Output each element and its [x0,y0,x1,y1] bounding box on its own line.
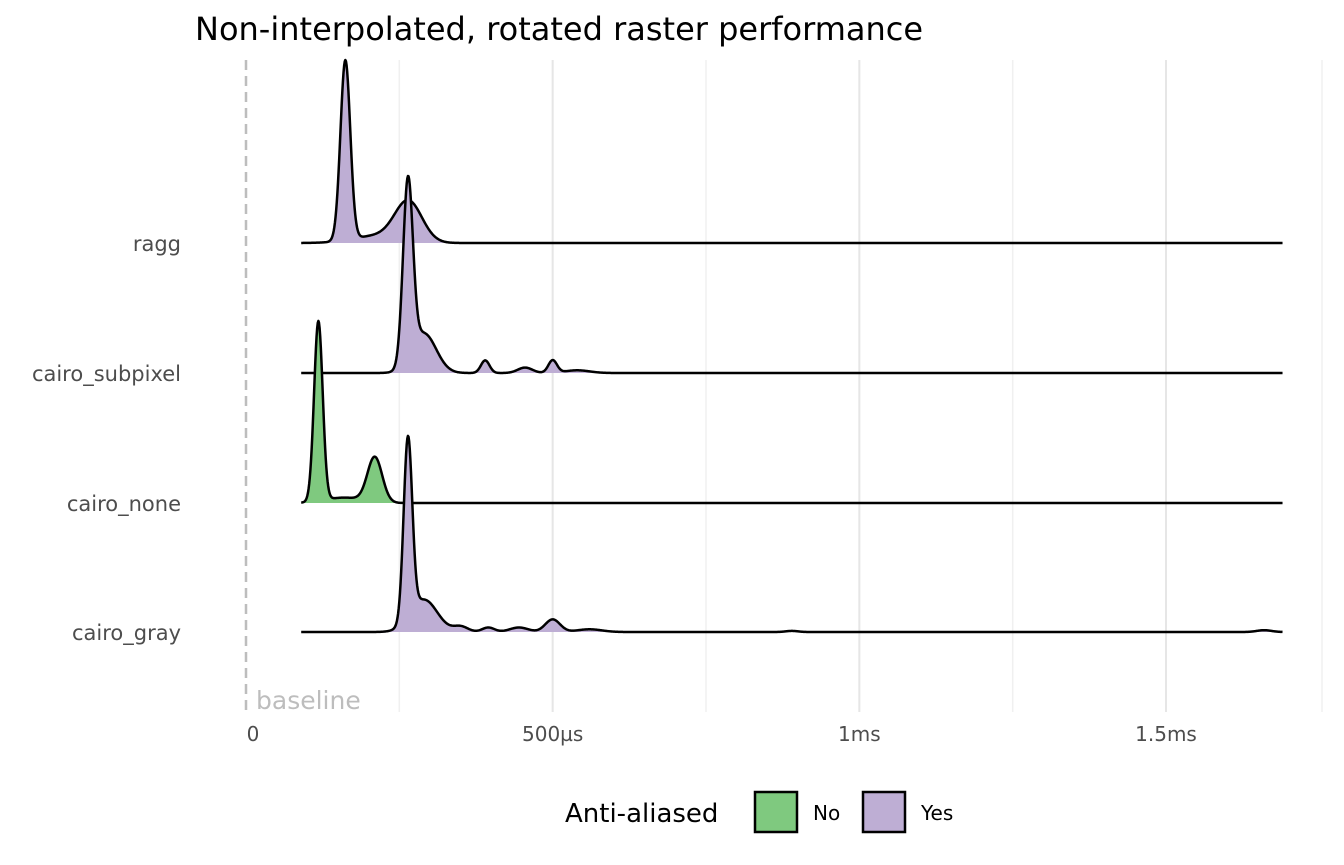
legend-title: Anti-aliased [565,799,718,829]
x-tick-label: 1ms [838,722,881,746]
ridges [300,58,1284,634]
baseline-marker: baseline [244,60,361,715]
ridge-cairo_none [300,319,1284,505]
legend: Anti-aliased No Yes [565,790,953,834]
ridge-fill-cairo_none [303,320,397,503]
ridge-line-ragg [300,58,1284,245]
ridge-line-cairo_none [300,319,1284,505]
x-tick-label: 0 [247,722,260,746]
x-tick-label: 1.5ms [1135,722,1197,746]
baseline-label: baseline [256,686,361,715]
category-label-ragg: ragg [133,232,181,256]
legend-label-no: No [813,801,840,825]
ridge-ragg [300,58,1284,245]
grid-lines [398,60,1323,712]
category-label-cairo_none: cairo_none [67,492,181,517]
legend-swatch-yes [861,790,907,834]
x-tick-label: 500µs [522,722,583,746]
ridge-cairo_subpixel [300,174,1284,375]
ridge-cairo_gray [300,434,1284,634]
chart-title: Non-interpolated, rotated raster perform… [195,10,923,48]
legend-items: No Yes [753,790,953,834]
x-axis-tick-labels: 0 500µs 1ms 1.5ms [247,722,1197,746]
category-label-cairo_subpixel: cairo_subpixel [32,362,181,387]
category-labels: ragg cairo_subpixel cairo_none cairo_gray [32,232,181,646]
category-label-cairo_gray: cairo_gray [72,621,181,646]
ridge-line-cairo_subpixel [300,174,1284,375]
legend-label-yes: Yes [920,801,953,825]
legend-swatch-no [753,790,799,834]
ridge-line-cairo_gray [300,434,1284,634]
ridge-fill-cairo_subpixel [388,175,599,373]
ridge-fill-cairo_gray [385,435,1275,632]
